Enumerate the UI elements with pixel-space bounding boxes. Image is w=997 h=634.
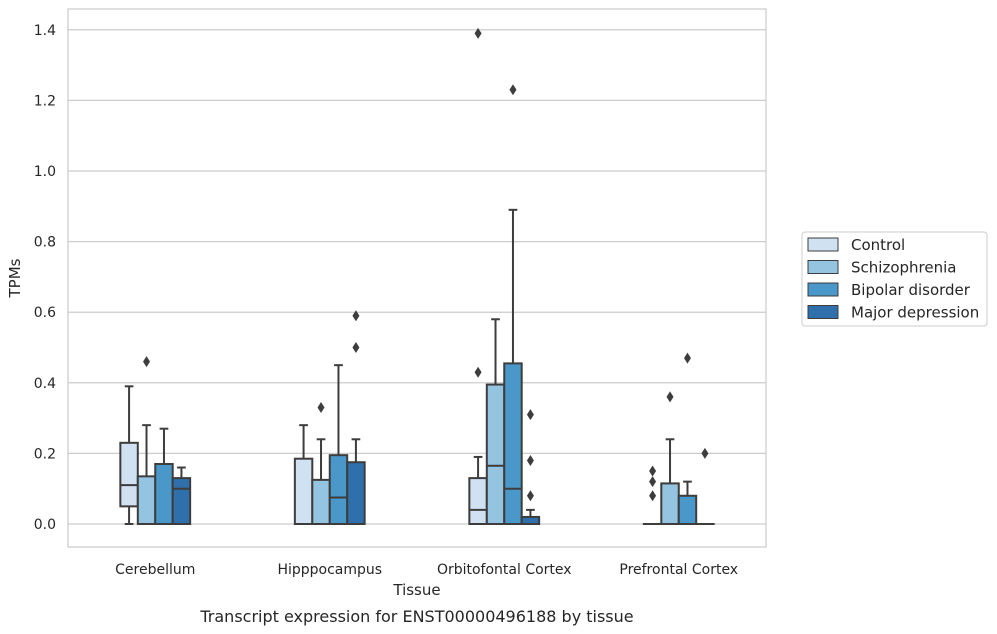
y-tick-label: 0.4 <box>34 376 56 392</box>
legend-label: Bipolar disorder <box>851 281 971 299</box>
outlier-point <box>352 310 360 322</box>
x-tick-label: Cerebellum <box>115 562 195 578</box>
box-body <box>136 475 157 525</box>
box-2-2 <box>503 84 523 526</box>
outlier-point <box>143 356 151 368</box>
legend-swatch <box>807 282 839 297</box>
box-1-3 <box>346 310 366 526</box>
y-axis-title: TPMs <box>6 258 24 298</box>
y-tick-label: 0.0 <box>34 517 56 533</box>
x-tick-label: Prefrontal Cortex <box>619 562 738 578</box>
outlier-point <box>666 391 674 403</box>
outlier-point <box>317 402 325 414</box>
outlier-point <box>649 476 657 488</box>
legend-swatch <box>807 305 839 319</box>
box-1-0 <box>293 424 314 526</box>
box-body <box>660 482 680 525</box>
x-axis-ticks: Cerebellum Hipppocampus Orbitofontal Corte… <box>115 562 738 578</box>
chart-caption: Transcript expression for ENST0000049618… <box>199 607 633 626</box>
box-body <box>677 494 698 526</box>
box-body <box>171 477 192 525</box>
legend-swatch <box>807 237 839 252</box>
legend-label: Control <box>851 236 905 254</box>
y-tick-label: 1.2 <box>34 93 56 109</box>
x-tick-label: Orbitofontal Cortex <box>437 562 572 578</box>
box-0-1 <box>136 356 157 525</box>
outlier-point <box>526 409 534 421</box>
outlier-point <box>474 27 482 39</box>
box-body <box>154 462 174 525</box>
outlier-point <box>526 490 534 502</box>
outlier-point <box>509 84 517 96</box>
y-tick-label: 1.0 <box>34 164 56 180</box>
box-2-1 <box>485 318 506 525</box>
box-0-3 <box>171 466 192 525</box>
box-body <box>346 461 366 526</box>
box-2-3 <box>520 409 541 526</box>
box-1-1 <box>311 402 331 525</box>
box-body <box>503 362 523 526</box>
box-3-0 <box>642 465 663 526</box>
outlier-point <box>701 447 709 459</box>
box-2-0 <box>468 27 488 525</box>
outlier-point <box>526 454 534 466</box>
box-0-0 <box>119 385 139 525</box>
box-3-1 <box>660 391 680 525</box>
outlier-point <box>474 366 482 378</box>
box-body <box>520 515 541 526</box>
box-body <box>485 383 506 525</box>
y-tick-label: 0.2 <box>34 446 56 462</box>
box-body <box>119 441 139 508</box>
legend-frame <box>801 231 988 327</box>
grid-lines <box>68 29 766 525</box>
box-body <box>328 454 349 526</box>
legend-label: Major depression <box>851 304 979 322</box>
box-body <box>293 457 314 526</box>
outlier-point <box>683 352 691 364</box>
y-tick-label: 0.6 <box>34 305 56 321</box>
outlier-point <box>649 465 657 477</box>
x-tick-label: Hipppocampus <box>277 562 382 578</box>
box-1-2 <box>328 364 349 526</box>
box-3-3 <box>695 447 715 526</box>
y-axis-ticks: 0.0 0.2 0.4 0.6 0.8 1.0 1.2 1.4 <box>34 23 56 533</box>
box-body <box>311 478 331 525</box>
outlier-point <box>649 490 657 502</box>
plot-area-frame <box>67 8 767 548</box>
outlier-point <box>352 342 360 353</box>
y-tick-label: 1.4 <box>34 23 56 39</box>
legend-label: Schizophrenia <box>851 259 956 277</box>
box-0-2 <box>154 427 174 525</box>
box-3-2 <box>677 352 698 526</box>
legend: Control Schizophrenia Bipolar disorder Majo… <box>801 231 988 327</box>
box-series <box>119 27 715 526</box>
legend-swatch <box>807 260 839 274</box>
y-tick-label: 0.8 <box>34 235 56 251</box>
box-body <box>468 477 488 525</box>
x-axis-title: Tissue <box>392 581 440 599</box>
